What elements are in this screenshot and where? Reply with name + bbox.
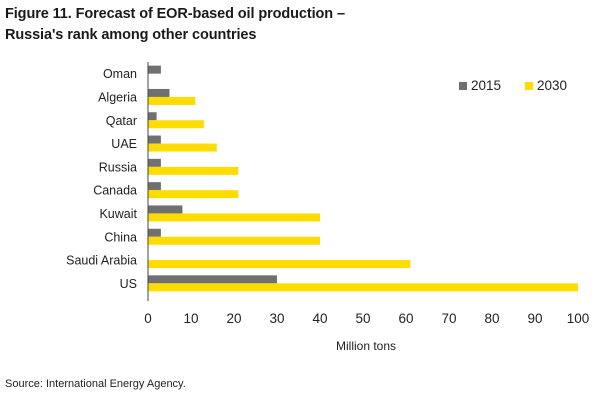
- bar-canada-2015: [148, 182, 161, 191]
- x-tick-label-20: 20: [226, 311, 241, 326]
- bar-kuwait-2015: [148, 205, 183, 214]
- chart-title: Figure 11. Forecast of EOR-based oil pro…: [5, 4, 565, 46]
- bar-russia-2030: [148, 166, 239, 175]
- bar-uae-2015: [148, 135, 161, 144]
- bar-algeria-2030: [148, 96, 196, 105]
- x-tick-label-0: 0: [144, 311, 152, 326]
- bar-saudi-arabia-2030: [148, 260, 411, 269]
- bar-russia-2015: [148, 158, 161, 167]
- category-label-oman: Oman: [103, 67, 137, 81]
- legend-label-2030: 2030: [537, 78, 567, 93]
- chart-title-line-1: Figure 11. Forecast of EOR-based oil pro…: [5, 6, 345, 22]
- category-label-qatar: Qatar: [106, 114, 137, 128]
- category-label-china: China: [104, 230, 137, 244]
- x-axis-label: Million tons: [336, 339, 396, 353]
- x-tick-label-80: 80: [484, 311, 499, 326]
- bar-qatar-2030: [148, 120, 204, 129]
- x-tick-label-10: 10: [183, 311, 198, 326]
- x-tick-label-50: 50: [355, 311, 370, 326]
- category-labels: Oman Algeria Qatar UAE Russia Canada Kuwait Chi…: [66, 67, 137, 291]
- category-label-saudi-arabia: Saudi Arabia: [66, 254, 137, 268]
- bar-oman-2015: [148, 65, 161, 74]
- bar-kuwait-2030: [148, 213, 320, 222]
- category-label-canada: Canada: [93, 184, 137, 198]
- legend: 2015 2030: [459, 78, 567, 93]
- bar-algeria-2015: [148, 88, 170, 97]
- bar-us-2030: [148, 283, 578, 292]
- category-label-kuwait: Kuwait: [99, 207, 137, 221]
- x-tick-label-40: 40: [312, 311, 327, 326]
- x-tick-label-90: 90: [527, 311, 542, 326]
- category-label-russia: Russia: [99, 160, 137, 174]
- legend-label-2015: 2015: [471, 78, 501, 93]
- x-tick-label-60: 60: [398, 311, 413, 326]
- bar-us-2015: [148, 275, 277, 284]
- chart-title-line-2: Russia's rank among other countries: [5, 27, 257, 43]
- category-label-uae: UAE: [111, 137, 137, 151]
- x-tick-label-100: 100: [567, 311, 590, 326]
- source-note: Source: International Energy Agency.: [5, 378, 186, 390]
- bars-group: [148, 65, 578, 292]
- bar-china-2030: [148, 236, 320, 245]
- bar-uae-2030: [148, 143, 217, 152]
- bar-china-2015: [148, 228, 161, 237]
- x-tick-label-30: 30: [269, 311, 284, 326]
- x-axis: 0 10 20 30 40 50 60 70 80 90 100: [144, 62, 589, 326]
- bar-canada-2030: [148, 190, 239, 199]
- category-label-algeria: Algeria: [98, 90, 137, 104]
- bar-chart: Oman Algeria Qatar UAE Russia Canada Kuwait Chi…: [66, 62, 589, 353]
- legend-swatch-2015: [459, 82, 467, 90]
- category-label-us: US: [120, 277, 137, 291]
- legend-swatch-2030: [525, 82, 533, 90]
- bar-qatar-2015: [148, 112, 157, 121]
- x-tick-label-70: 70: [441, 311, 456, 326]
